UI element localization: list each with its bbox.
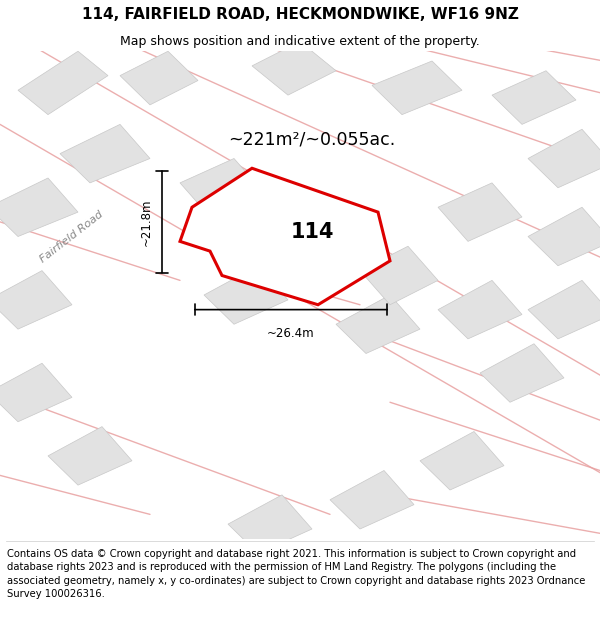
- Text: ~221m²/~0.055ac.: ~221m²/~0.055ac.: [228, 130, 395, 148]
- Polygon shape: [480, 344, 564, 402]
- Text: Contains OS data © Crown copyright and database right 2021. This information is : Contains OS data © Crown copyright and d…: [7, 549, 586, 599]
- Text: Map shows position and indicative extent of the property.: Map shows position and indicative extent…: [120, 34, 480, 48]
- Polygon shape: [438, 281, 522, 339]
- Polygon shape: [0, 178, 78, 236]
- Polygon shape: [330, 471, 414, 529]
- Polygon shape: [528, 129, 600, 188]
- Polygon shape: [180, 168, 390, 305]
- Polygon shape: [288, 212, 372, 271]
- Polygon shape: [60, 124, 150, 183]
- Polygon shape: [18, 51, 108, 114]
- Text: 114, FAIRFIELD ROAD, HECKMONDWIKE, WF16 9NZ: 114, FAIRFIELD ROAD, HECKMONDWIKE, WF16 …: [82, 7, 518, 22]
- Polygon shape: [0, 363, 72, 422]
- Polygon shape: [528, 208, 600, 266]
- Polygon shape: [0, 271, 72, 329]
- Polygon shape: [120, 51, 198, 105]
- Polygon shape: [420, 431, 504, 490]
- Polygon shape: [492, 71, 576, 124]
- Polygon shape: [180, 159, 264, 217]
- Text: ~26.4m: ~26.4m: [267, 327, 315, 340]
- Polygon shape: [438, 183, 522, 241]
- Polygon shape: [528, 281, 600, 339]
- Polygon shape: [372, 61, 462, 114]
- Polygon shape: [204, 266, 288, 324]
- Polygon shape: [360, 246, 438, 305]
- Text: ~21.8m: ~21.8m: [140, 198, 153, 246]
- Polygon shape: [252, 41, 336, 95]
- Text: Fairfield Road: Fairfield Road: [38, 209, 106, 264]
- Polygon shape: [336, 295, 420, 354]
- Text: 114: 114: [290, 222, 334, 242]
- Polygon shape: [228, 495, 312, 553]
- Polygon shape: [48, 427, 132, 485]
